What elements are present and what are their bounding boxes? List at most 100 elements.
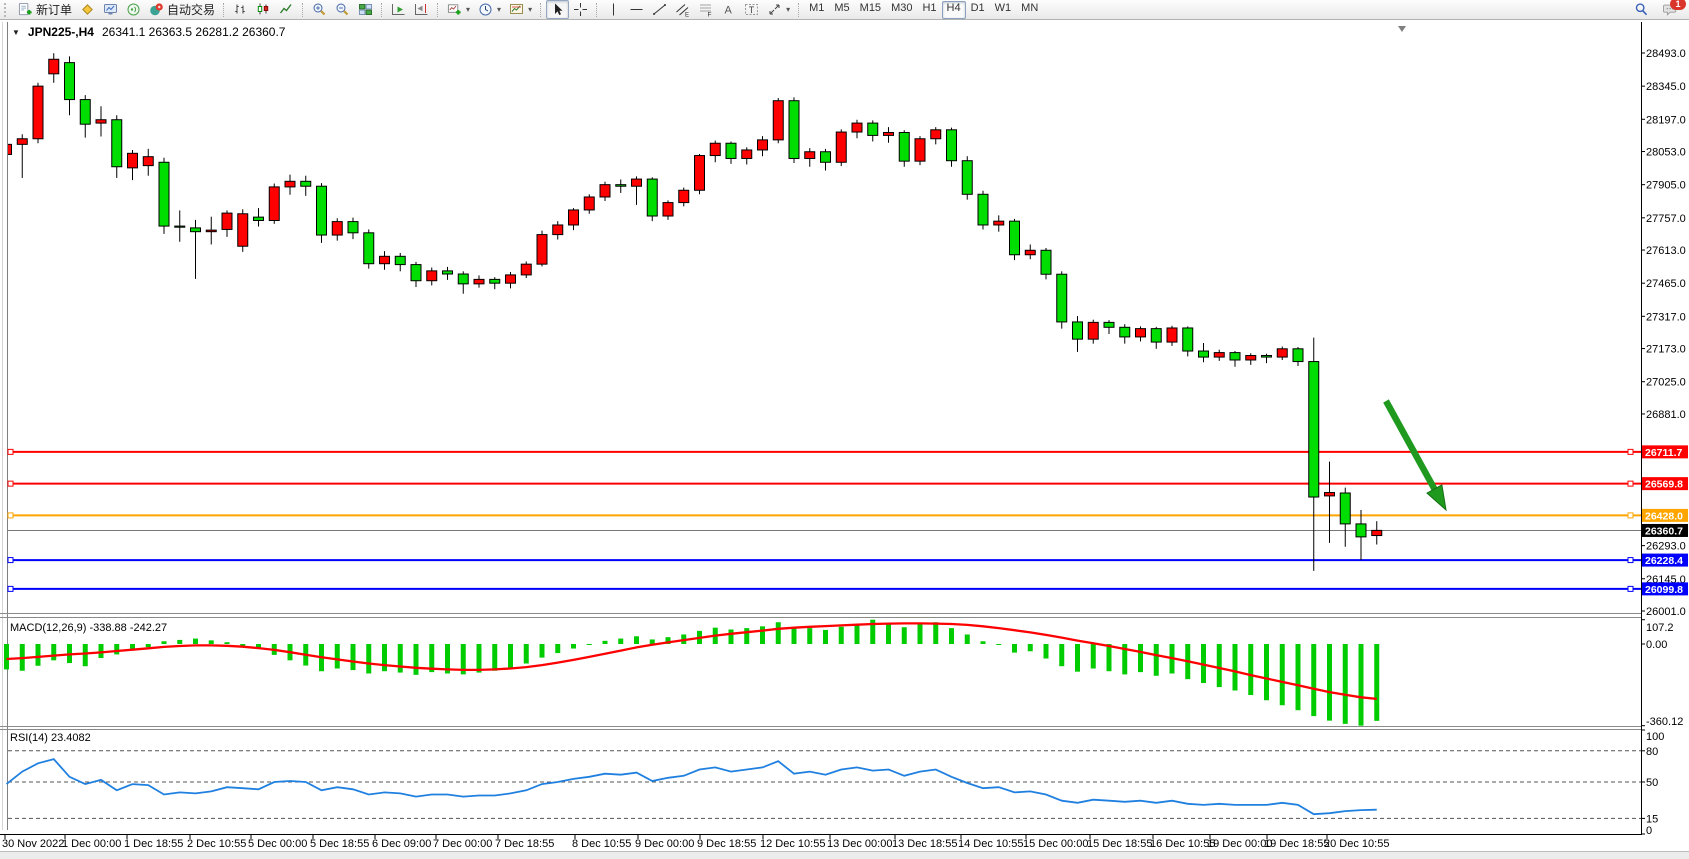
timeframe-button-M15[interactable]: M15	[859, 1, 882, 14]
zoom-in-icon	[312, 2, 327, 17]
indicators-button[interactable]: ▾	[443, 0, 474, 19]
zoom-in-button[interactable]	[308, 0, 331, 19]
horizontal-line-button[interactable]	[625, 0, 648, 19]
svg-text:1 Dec 18:55: 1 Dec 18:55	[124, 838, 183, 850]
toolbar-separator	[223, 2, 225, 17]
svg-text:15: 15	[1646, 813, 1658, 825]
metaeditor-button[interactable]	[76, 0, 99, 19]
hline-handle[interactable]	[1627, 480, 1634, 487]
horizontal-lines[interactable]	[7, 448, 1641, 592]
svg-text:26293.0: 26293.0	[1646, 541, 1686, 553]
candlestick-chart-button[interactable]	[252, 0, 275, 19]
chart-canvas[interactable]: 28493.0 28345.0 28197.0 28053.0 27905.0 27757…	[0, 21, 1689, 859]
svg-text:13 Dec 18:55: 13 Dec 18:55	[892, 838, 957, 850]
text-button[interactable]: A	[717, 0, 740, 19]
label-icon: T	[744, 2, 759, 17]
crosshair-button[interactable]	[569, 0, 592, 19]
hline-handle[interactable]	[7, 557, 14, 564]
candlestick-chart-icon	[256, 2, 271, 17]
timeframe-button-W1[interactable]: W1	[994, 1, 1012, 14]
svg-text:20 Dec 10:55: 20 Dec 10:55	[1324, 838, 1389, 850]
fibonacci-button[interactable]: F	[694, 0, 717, 19]
svg-text:26099.8: 26099.8	[1645, 584, 1683, 596]
terminal-button[interactable]	[99, 0, 122, 19]
svg-text:28345.0: 28345.0	[1646, 81, 1686, 93]
hline-handle[interactable]	[1627, 512, 1634, 519]
svg-text:50: 50	[1646, 777, 1658, 789]
arrows-button[interactable]: ▾	[763, 0, 794, 19]
chart-shift-button[interactable]	[410, 0, 433, 19]
svg-text:28493.0: 28493.0	[1646, 48, 1686, 60]
search-button[interactable]	[1630, 0, 1653, 19]
svg-text:0: 0	[1646, 825, 1652, 837]
hline-handle[interactable]	[1627, 585, 1634, 592]
zoom-out-button[interactable]	[331, 0, 354, 19]
down-arrow-annotation[interactable]	[1383, 399, 1447, 512]
hline-handle[interactable]	[7, 480, 14, 487]
svg-text:26228.4: 26228.4	[1645, 555, 1683, 567]
periods-button[interactable]: ▾	[474, 0, 505, 19]
rsi-line	[5, 758, 1377, 816]
new-order-icon	[18, 2, 33, 17]
hline-handle[interactable]	[1627, 557, 1634, 564]
chevron-down-icon: ▾	[497, 5, 502, 14]
timeframe-button-MN[interactable]: MN	[1021, 1, 1039, 14]
text-label-button[interactable]: T	[740, 0, 763, 19]
autotrading-button[interactable]: 自动交易	[145, 0, 219, 19]
svg-text:100: 100	[1646, 731, 1664, 743]
templates-button[interactable]: ▾	[505, 0, 536, 19]
svg-text:12 Dec 10:55: 12 Dec 10:55	[760, 838, 825, 850]
symbol-dropdown-icon[interactable]: ▼	[12, 27, 20, 37]
svg-text:107.2: 107.2	[1646, 622, 1674, 634]
chart-shift-marker[interactable]	[1398, 26, 1406, 32]
cursor-icon	[550, 2, 565, 17]
timeframe-button-H1[interactable]: H1	[922, 1, 937, 14]
auto-scroll-button[interactable]	[387, 0, 410, 19]
autotrading-icon	[149, 2, 164, 17]
toolbar-separator	[302, 2, 304, 17]
svg-text:15 Dec 00:00: 15 Dec 00:00	[1023, 838, 1088, 850]
svg-text:19 Dec 18:55: 19 Dec 18:55	[1264, 838, 1329, 850]
toolbar-separator	[596, 2, 598, 17]
svg-text:0.00: 0.00	[1646, 639, 1667, 651]
hline-handle[interactable]	[7, 512, 14, 519]
svg-text:27025.0: 27025.0	[1646, 377, 1686, 389]
svg-text:30 Nov 2022: 30 Nov 2022	[2, 838, 64, 850]
bar-chart-button[interactable]	[229, 0, 252, 19]
search-icon	[1634, 2, 1649, 17]
svg-text:E: E	[685, 13, 689, 18]
hline-handle[interactable]	[7, 448, 14, 455]
rsi-pane: 100 80 50 150 RSI(14) 23.4082	[5, 729, 1664, 837]
svg-text:27173.0: 27173.0	[1646, 344, 1686, 356]
cursor-button[interactable]	[546, 0, 570, 19]
timeframe-button-M5[interactable]: M5	[834, 1, 850, 14]
timeframe-button-M30[interactable]: M30	[891, 1, 913, 14]
hline-handle[interactable]	[1627, 448, 1634, 455]
vline-icon	[606, 2, 621, 17]
chevron-down-icon: ▾	[466, 5, 471, 14]
trendline-button[interactable]	[648, 0, 671, 19]
vertical-line-button[interactable]	[602, 0, 625, 19]
timeframe-button-M1[interactable]: M1	[809, 1, 825, 14]
notifications-button[interactable]: 1	[1659, 0, 1686, 19]
chart-window[interactable]: 28493.0 28345.0 28197.0 28053.0 27905.0 27757…	[0, 21, 1689, 859]
pane-separators[interactable]	[0, 613, 1641, 835]
hline-price-labels: 26711.7 26569.8 26428.0 26228.4 26099.8 26360…	[1642, 445, 1688, 596]
line-chart-button[interactable]	[275, 0, 298, 19]
tile-windows-button[interactable]	[354, 0, 377, 19]
hline-handle[interactable]	[7, 585, 14, 592]
new-order-button[interactable]: 新订单	[14, 0, 76, 19]
chevron-down-icon: ▾	[528, 5, 533, 14]
svg-text:5 Dec 18:55: 5 Dec 18:55	[310, 838, 369, 850]
svg-text:8 Dec 10:55: 8 Dec 10:55	[572, 838, 631, 850]
timeframe-button-H4[interactable]: H4	[941, 0, 966, 19]
svg-text:2 Dec 10:55: 2 Dec 10:55	[187, 838, 246, 850]
svg-text:14 Dec 10:55: 14 Dec 10:55	[958, 838, 1023, 850]
equidistant-channel-button[interactable]: E	[671, 0, 694, 19]
toolbar-grip[interactable]	[4, 2, 10, 17]
svg-text:-360.12: -360.12	[1646, 716, 1683, 728]
timeframe-button-D1[interactable]: D1	[970, 1, 985, 14]
signals-button[interactable]	[122, 0, 145, 19]
macd-signal-line	[6, 622, 1377, 701]
svg-text:F: F	[708, 12, 712, 18]
